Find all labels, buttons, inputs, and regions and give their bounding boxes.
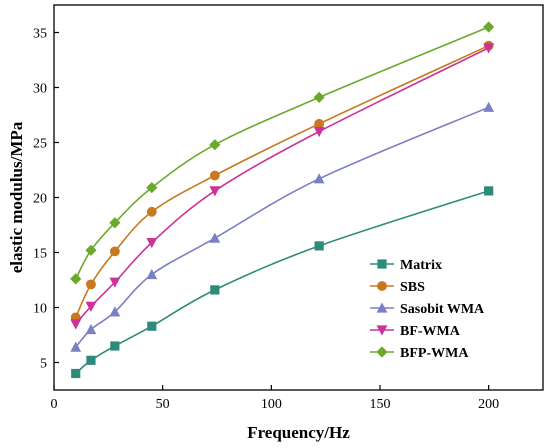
data-point xyxy=(209,186,221,197)
data-point xyxy=(85,244,97,256)
data-point xyxy=(71,368,81,379)
y-axis-title: elastic modulus/MPa xyxy=(7,121,26,273)
data-point xyxy=(86,279,96,290)
y-tick-label: 25 xyxy=(33,137,47,152)
legend-item: BFP-WMA xyxy=(370,346,469,361)
legend-label: Matrix xyxy=(400,258,442,273)
data-point xyxy=(210,285,220,295)
legend-marker xyxy=(377,281,387,291)
series-bf-wma xyxy=(70,43,495,330)
legend-label: Sasobit WMA xyxy=(400,302,485,317)
data-point xyxy=(109,246,120,257)
axis-ticks: 0 50 100 150 200 5 10 15 20 25 30 35 xyxy=(33,27,499,413)
data-point xyxy=(146,182,158,194)
x-tick-label: 50 xyxy=(156,397,170,412)
data-point xyxy=(70,341,82,352)
legend-item: BF-WMA xyxy=(370,324,461,339)
data-point xyxy=(314,118,325,129)
y-tick-label: 10 xyxy=(33,302,47,317)
legend-marker xyxy=(376,302,388,313)
legend: Matrix SBS Sasobit WMA BF-WMA BFP-WMA xyxy=(370,258,485,361)
data-point xyxy=(109,277,121,288)
legend-label: BFP-WMA xyxy=(400,346,469,361)
series-sasobit-wma xyxy=(70,101,495,352)
x-tick-label: 200 xyxy=(478,397,499,412)
legend-item: SBS xyxy=(370,280,425,295)
series-line xyxy=(75,44,490,318)
x-tick-label: 100 xyxy=(261,397,282,412)
data-point xyxy=(313,91,325,103)
data-point xyxy=(483,43,495,54)
series-line xyxy=(75,26,489,280)
y-tick-label: 30 xyxy=(33,82,47,97)
series-line xyxy=(75,47,490,325)
y-tick-label: 20 xyxy=(33,192,47,207)
legend-marker xyxy=(377,259,387,269)
data-point xyxy=(483,101,495,112)
data-point xyxy=(314,241,324,251)
data-point xyxy=(146,268,158,280)
series-sbs xyxy=(70,40,494,323)
data-point xyxy=(209,139,221,151)
x-tick-label: 0 xyxy=(51,397,58,412)
data-point xyxy=(70,273,82,285)
y-tick-label: 5 xyxy=(40,357,47,372)
data-point xyxy=(110,341,120,351)
y-tick-label: 15 xyxy=(33,247,47,262)
series-bfp-wma xyxy=(70,21,495,285)
x-axis-title: Frequency/Hz xyxy=(247,423,350,442)
data-point xyxy=(209,170,220,181)
series-layer xyxy=(70,21,495,379)
legend-marker xyxy=(376,346,388,358)
y-tick-label: 35 xyxy=(33,27,47,42)
data-point xyxy=(109,306,121,317)
data-point xyxy=(146,238,158,249)
data-point xyxy=(147,321,157,331)
legend-label: SBS xyxy=(400,280,425,295)
data-point xyxy=(483,21,495,33)
data-point xyxy=(85,323,97,335)
data-point xyxy=(313,173,325,184)
data-point xyxy=(209,232,221,243)
data-point xyxy=(85,301,97,312)
data-point xyxy=(109,217,121,229)
data-point xyxy=(313,126,325,138)
series-matrix xyxy=(71,186,494,379)
data-point xyxy=(70,319,82,330)
data-point xyxy=(146,206,157,217)
legend-item: Sasobit WMA xyxy=(370,302,485,317)
legend-item: Matrix xyxy=(370,258,442,273)
data-point xyxy=(484,186,494,196)
legend-label: BF-WMA xyxy=(400,324,461,339)
x-tick-label: 150 xyxy=(370,397,391,412)
legend-marker xyxy=(376,325,388,336)
data-point xyxy=(86,355,96,365)
